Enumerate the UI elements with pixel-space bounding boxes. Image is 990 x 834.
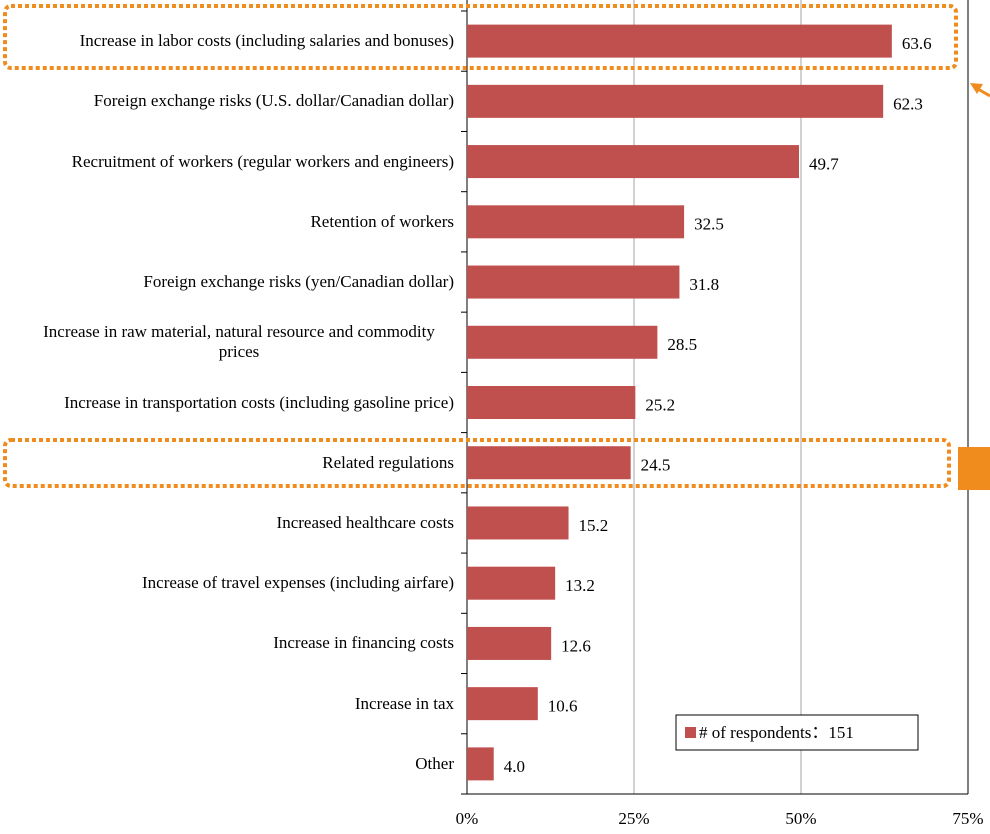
category-label-box: Foreign exchange risks (yen/Canadian dol… [143, 272, 454, 292]
bar [467, 325, 658, 359]
y-tick-label: Increase in tax [354, 693, 454, 713]
bar [467, 205, 685, 239]
value-label: 24.5 [641, 456, 671, 475]
category-label-box: Retention of workers [310, 212, 454, 232]
category-label-box: Increase in financing costs [273, 633, 454, 653]
annotations [3, 4, 990, 490]
legend-label: # of respondents：151 [699, 723, 854, 742]
arrow [977, 87, 990, 98]
x-tick-label: 25% [618, 809, 649, 828]
highlight-box [3, 4, 958, 70]
category-label-box: Related regulations [322, 453, 454, 473]
y-tick-label: Foreign exchange risks (yen/Canadian dol… [143, 272, 454, 292]
bar [467, 506, 569, 540]
bar [467, 747, 494, 781]
legend-box [675, 714, 919, 751]
y-tick-label: Recruitment of workers (regular workers … [71, 151, 454, 171]
bar [467, 687, 538, 721]
legend-swatch [685, 727, 696, 738]
category-label-box: Increased healthcare costs [277, 513, 454, 533]
value-label: 31.8 [689, 275, 719, 294]
bar [467, 24, 892, 58]
value-label: 10.6 [548, 697, 578, 716]
y-tick-label: Retention of workers [310, 211, 454, 231]
x-tick-label: 50% [785, 809, 816, 828]
y-tick-label: Related regulations [322, 452, 454, 472]
y-tick-label: Foreign exchange risks (U.S. dollar/Cana… [93, 91, 454, 111]
value-label: 28.5 [667, 335, 697, 354]
category-label-box: Increase in tax [355, 694, 454, 714]
value-label: 13.2 [565, 576, 595, 595]
value-label: 12.6 [561, 636, 591, 655]
y-tick-label: Increase in financing costs [273, 633, 454, 653]
value-label: 63.6 [902, 34, 932, 53]
category-label-box: Increase in labor costs (including salar… [80, 31, 454, 51]
bar [467, 145, 799, 179]
value-label: 25.2 [645, 395, 675, 414]
category-label-box: Increase in transportation costs (includ… [64, 393, 454, 413]
bar [467, 566, 556, 600]
highlight-box [3, 438, 951, 488]
arrow-head [970, 83, 983, 94]
legend: # of respondents：151 [675, 714, 919, 751]
category-label-box: Other [415, 754, 454, 774]
category-label-box: Increase in raw material, natural resour… [24, 322, 454, 362]
value-label: 49.7 [809, 154, 839, 173]
category-label-box: Increase of travel expenses (including a… [142, 573, 454, 593]
value-label: 15.2 [579, 516, 609, 535]
y-tick-label: Increased healthcare costs [276, 512, 454, 532]
y-tick-label: Other [415, 753, 454, 773]
bar [467, 84, 884, 118]
value-label: 4.0 [504, 757, 525, 776]
x-tick-label: 75% [952, 809, 983, 828]
value-label: 32.5 [694, 215, 724, 234]
value-label: 62.3 [893, 94, 923, 113]
y-tick-label: Increase in transportation costs (includ… [64, 392, 454, 412]
category-label-box: Recruitment of workers (regular workers … [72, 152, 454, 172]
y-tick-label: Increase in labor costs (including salar… [79, 31, 454, 51]
bar [467, 265, 680, 299]
category-label-box: Foreign exchange risks (U.S. dollar/Cana… [94, 91, 454, 111]
x-tick-label: 0% [456, 809, 479, 828]
y-tick-label: Increase in raw material, natural resour… [43, 322, 435, 362]
callout-marker [958, 447, 990, 490]
bar [467, 386, 636, 419]
bar [467, 446, 631, 480]
bar [467, 626, 552, 660]
y-tick-label: Increase of travel expenses (including a… [142, 573, 454, 593]
